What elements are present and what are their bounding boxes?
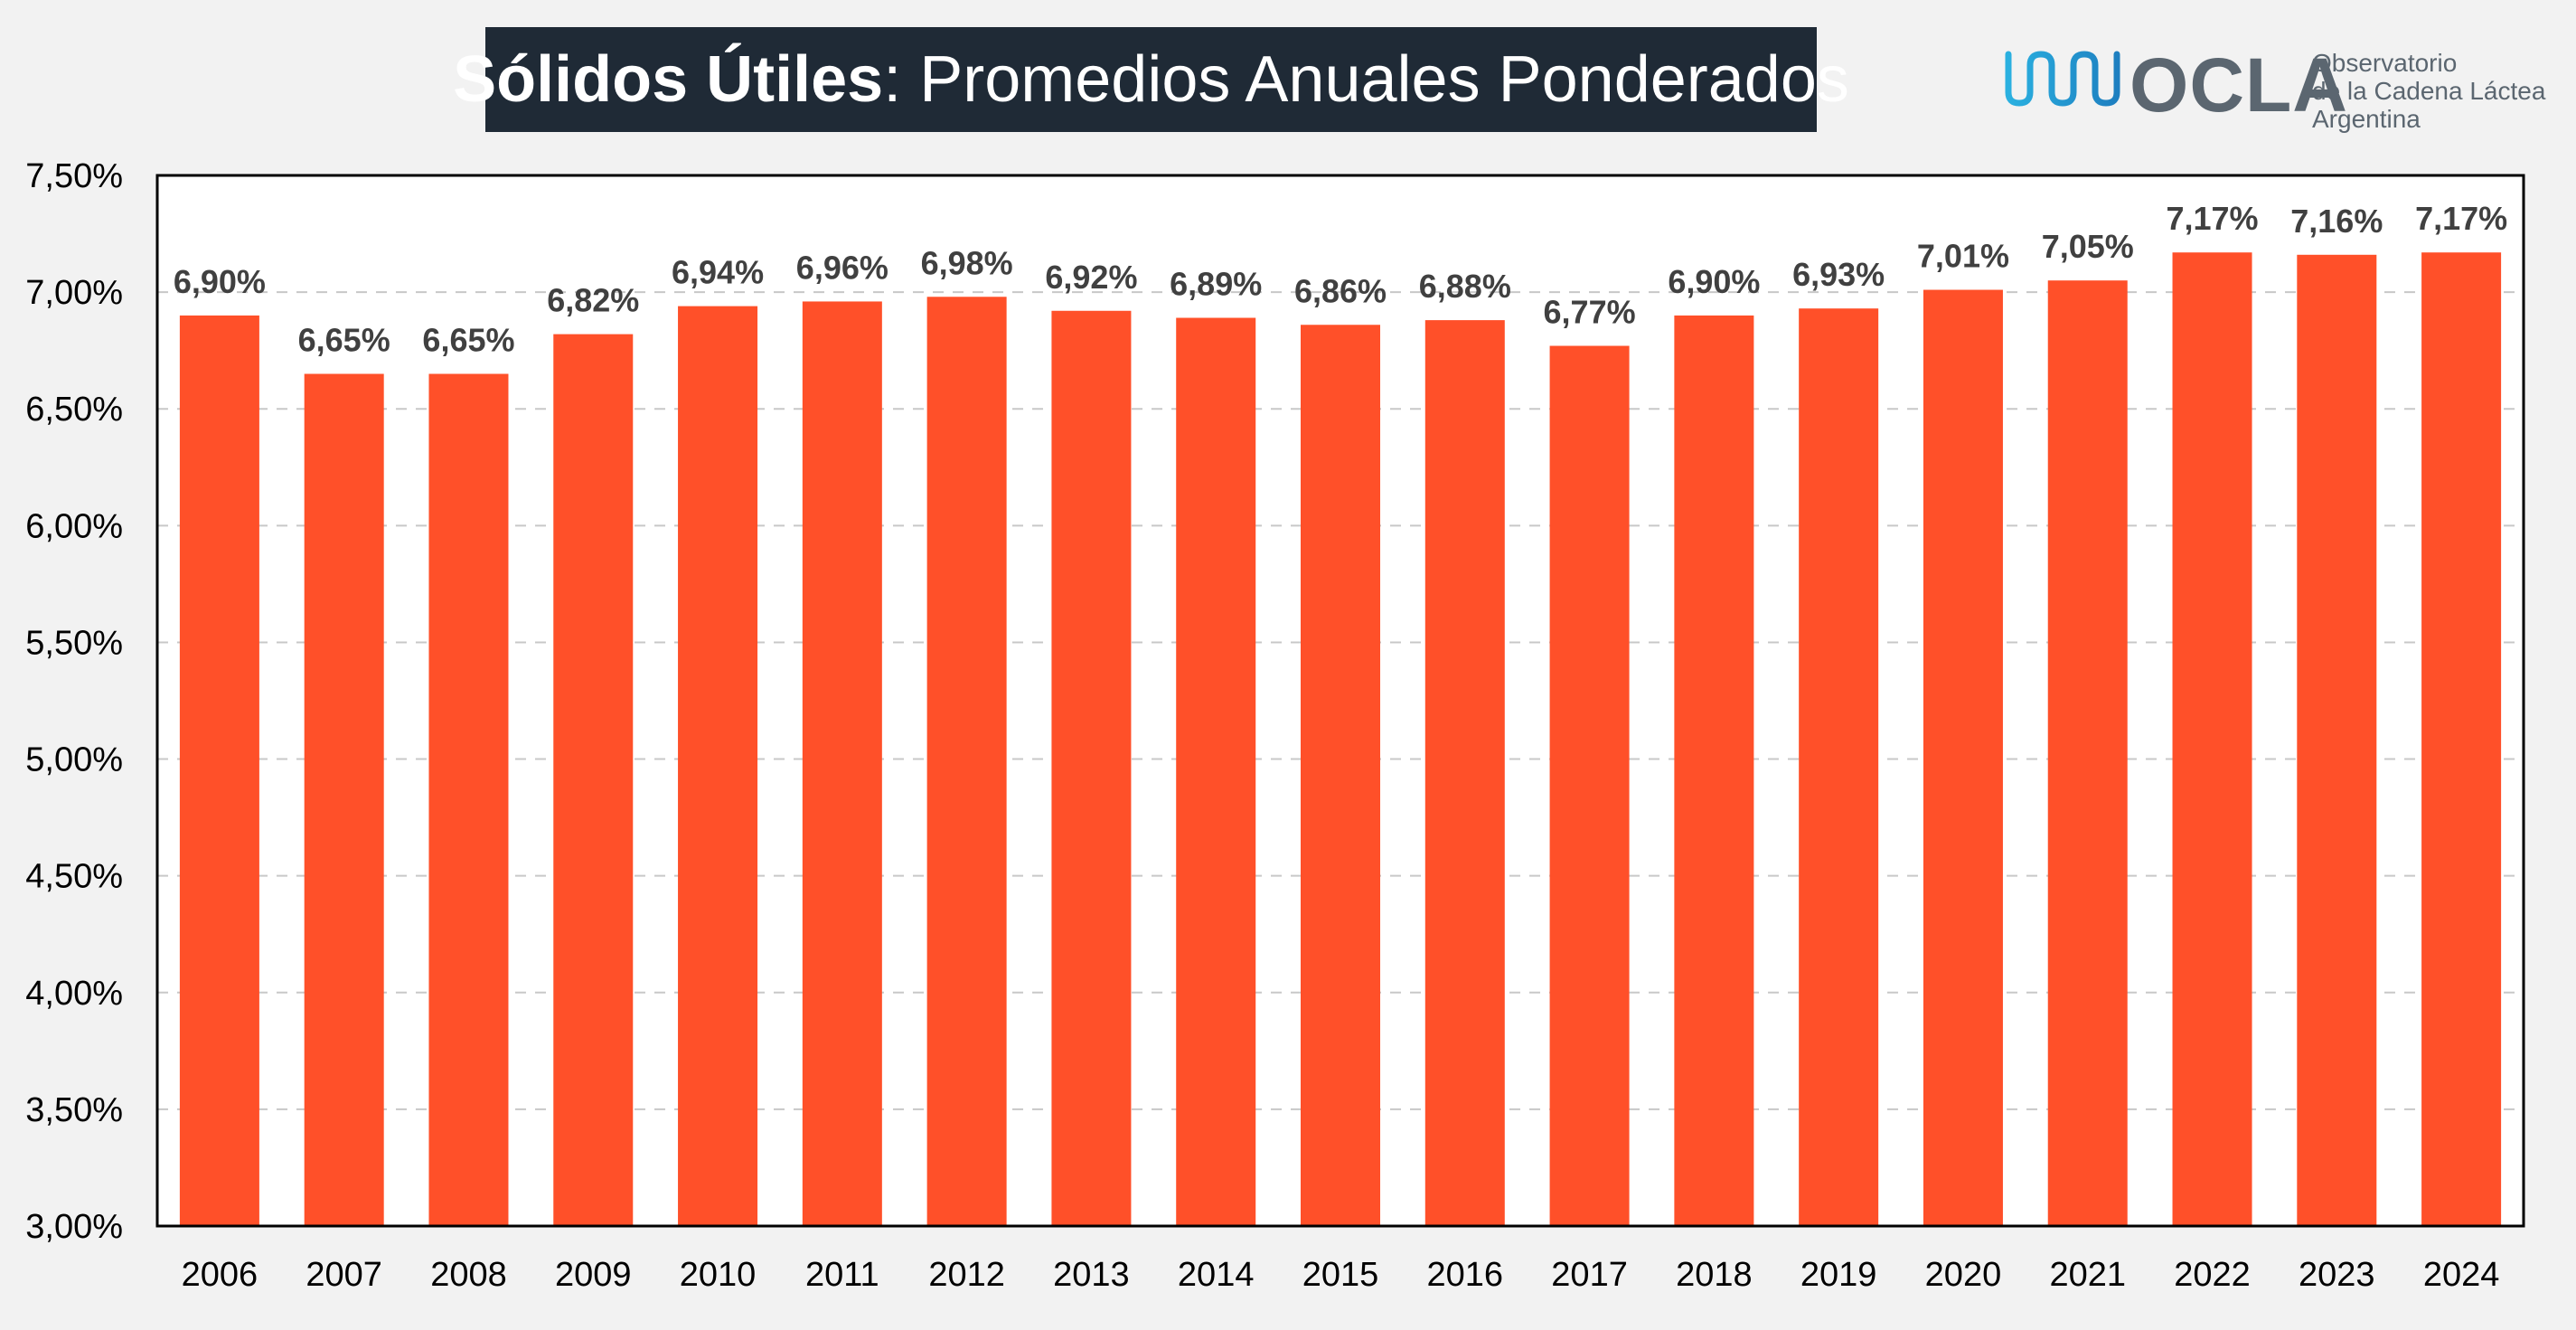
- bar: [1799, 308, 1879, 1227]
- bar: [1674, 315, 1754, 1226]
- y-tick-label: 6,00%: [25, 507, 123, 545]
- bar: [2047, 280, 2128, 1227]
- bar: [802, 301, 882, 1226]
- logo-line-3: Argentina: [2312, 105, 2421, 133]
- bar: [1176, 317, 1256, 1226]
- data-label: 6,77%: [1544, 294, 1636, 331]
- x-tick-label: 2019: [1800, 1256, 1877, 1294]
- chart-title-bold: Sólidos Útiles: [453, 43, 884, 116]
- x-tick-label: 2007: [306, 1256, 382, 1294]
- x-tick-label: 2024: [2423, 1256, 2500, 1294]
- data-label: 6,98%: [921, 244, 1013, 281]
- data-label: 6,86%: [1294, 272, 1387, 309]
- data-label: 7,16%: [2290, 203, 2383, 240]
- data-label: 6,93%: [1792, 256, 1885, 293]
- x-tick-label: 2018: [1676, 1256, 1753, 1294]
- x-tick-label: 2022: [2174, 1256, 2251, 1294]
- bar: [1549, 345, 1630, 1227]
- bar: [1424, 320, 1505, 1226]
- bar: [1923, 289, 2003, 1226]
- x-tick-label: 2012: [928, 1256, 1005, 1294]
- data-label: 6,96%: [796, 249, 888, 286]
- data-label: 6,65%: [298, 321, 390, 358]
- data-label: 6,88%: [1419, 268, 1511, 305]
- y-tick-label: 4,50%: [25, 858, 123, 896]
- x-tick-label: 2006: [182, 1256, 259, 1294]
- x-tick-label: 2009: [555, 1256, 632, 1294]
- logo-name: OCLA: [2129, 42, 2348, 127]
- chart-title: Sólidos Útiles: Promedios Anuales Ponder…: [453, 27, 1849, 132]
- x-tick-label: 2023: [2299, 1256, 2375, 1294]
- y-tick-label: 3,50%: [25, 1091, 123, 1129]
- x-tick-label: 2010: [680, 1256, 757, 1294]
- data-label: 6,89%: [1170, 266, 1262, 303]
- wave-icon: [2005, 51, 2120, 107]
- bar: [678, 306, 758, 1226]
- x-tick-label: 2011: [805, 1256, 879, 1294]
- bar: [2172, 252, 2252, 1226]
- bar: [428, 373, 509, 1226]
- x-tick-label: 2013: [1053, 1256, 1130, 1294]
- data-label: 7,01%: [1917, 238, 2009, 275]
- bar: [2297, 254, 2377, 1227]
- data-label: 6,92%: [1045, 259, 1137, 296]
- x-tick-label: 2020: [1925, 1256, 2002, 1294]
- logo-line-2: de la Cadena Láctea: [2312, 77, 2546, 105]
- x-tick-label: 2016: [1427, 1256, 1504, 1294]
- y-tick-label: 7,50%: [25, 157, 123, 195]
- data-label: 7,17%: [2415, 200, 2507, 237]
- chart-title-regular: : Promedios Anuales Ponderados: [883, 43, 1849, 116]
- logo-line-1: Observatorio: [2312, 49, 2458, 77]
- x-tick-label: 2021: [2049, 1256, 2126, 1294]
- data-label: 7,05%: [2042, 228, 2134, 265]
- data-label: 6,90%: [174, 263, 266, 300]
- bar: [2421, 252, 2502, 1226]
- logo-org: Observatorio de la Cadena Láctea Argenti…: [2312, 49, 2545, 133]
- y-tick-label: 6,50%: [25, 391, 123, 429]
- x-tick-label: 2008: [430, 1256, 507, 1294]
- x-tick-label: 2017: [1551, 1256, 1628, 1294]
- ocla-logo: OCLA Observatorio de la Cadena Láctea Ar…: [2005, 40, 2547, 148]
- bar: [553, 334, 634, 1226]
- y-tick-label: 5,00%: [25, 741, 123, 779]
- y-tick-label: 3,00%: [25, 1208, 123, 1246]
- y-tick-label: 7,00%: [25, 274, 123, 312]
- data-label: 6,90%: [1668, 263, 1760, 300]
- y-tick-label: 5,50%: [25, 624, 123, 662]
- bar: [1051, 310, 1132, 1226]
- bar: [304, 373, 384, 1226]
- x-tick-label: 2014: [1178, 1256, 1255, 1294]
- data-label: 6,94%: [672, 254, 764, 291]
- data-label: 6,82%: [547, 282, 639, 319]
- x-tick-label: 2015: [1302, 1256, 1379, 1294]
- bar: [1301, 325, 1380, 1226]
- data-label: 7,17%: [2166, 200, 2258, 237]
- y-tick-label: 4,00%: [25, 975, 123, 1013]
- data-label: 6,65%: [422, 321, 514, 358]
- bar: [926, 297, 1007, 1227]
- plot-frame: [155, 174, 2525, 1228]
- bar: [179, 315, 259, 1226]
